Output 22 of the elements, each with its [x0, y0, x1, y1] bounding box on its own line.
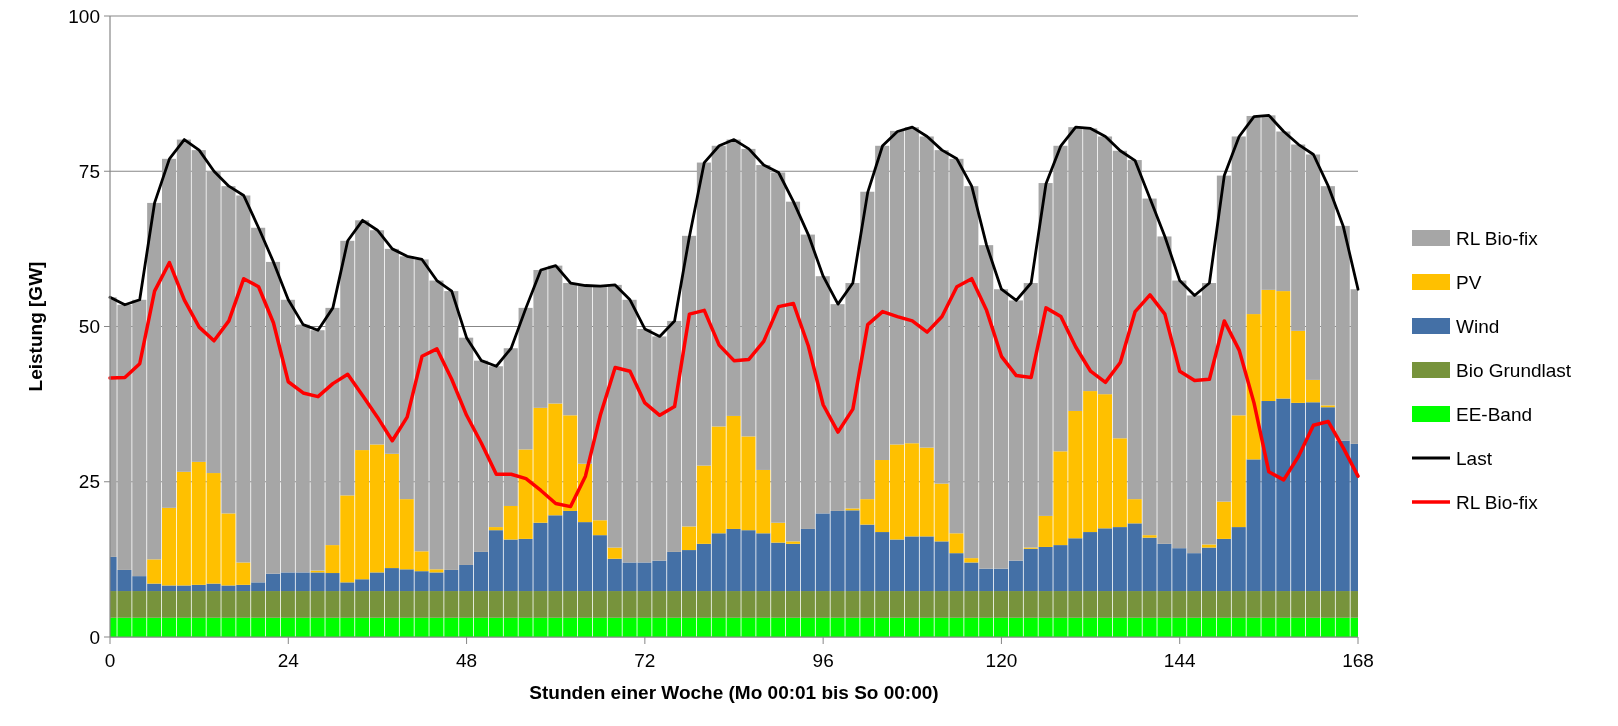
- x-axis-title: Stunden einer Woche (Mo 00:01 bis So 00:00): [529, 682, 939, 703]
- legend-label: RL Bio-fix: [1456, 227, 1539, 249]
- x-tick-label: 72: [634, 650, 656, 671]
- y-tick-label: 75: [78, 160, 100, 182]
- x-tick-label: 120: [985, 650, 1018, 671]
- legend-label: Last: [1456, 447, 1493, 469]
- x-tick-label: 48: [456, 650, 478, 671]
- x-tick-label: 96: [812, 650, 834, 671]
- x-tick-label: 24: [277, 650, 300, 671]
- y-tick-label: 100: [68, 5, 100, 27]
- y-tick-label: 0: [89, 626, 100, 648]
- y-tick-label: 50: [78, 316, 100, 338]
- x-tick-label: 168: [1342, 650, 1374, 671]
- legend-label: PV: [1456, 271, 1482, 293]
- legend-label: Wind: [1456, 315, 1500, 337]
- legend-label: RL Bio-fix: [1456, 491, 1539, 513]
- legend-label: EE-Band: [1456, 403, 1533, 425]
- x-tick-label: 144: [1163, 650, 1196, 671]
- y-tick-label: 25: [78, 471, 100, 493]
- legend-label: Bio Grundlast: [1456, 359, 1572, 381]
- y-axis-title: Leistung [GW]: [25, 261, 46, 392]
- x-tick-label: 0: [104, 650, 116, 671]
